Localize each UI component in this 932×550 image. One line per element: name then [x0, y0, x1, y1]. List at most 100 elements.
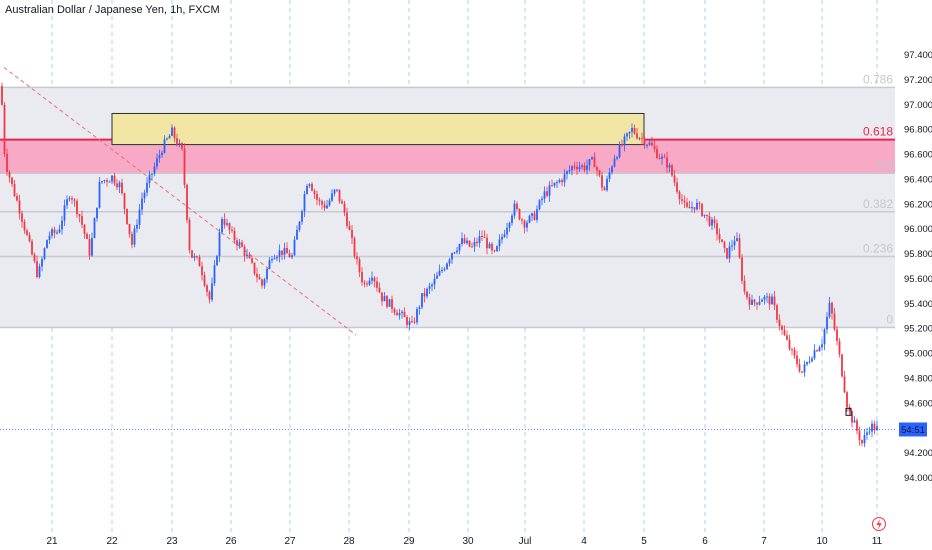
candle-body	[93, 218, 96, 239]
candle-body	[471, 246, 473, 248]
candle-body	[806, 362, 808, 365]
candle-body	[796, 355, 798, 365]
candle-body	[61, 220, 63, 230]
candle-body	[181, 143, 183, 149]
x-tick-label: 4	[581, 536, 587, 547]
candle-body	[586, 165, 588, 170]
candle-body	[423, 293, 426, 297]
y-tick-label: 97.400	[904, 50, 932, 61]
candle-body	[616, 157, 618, 159]
candle-body	[733, 240, 736, 246]
x-tick-label: 21	[46, 536, 58, 547]
candle-body	[601, 175, 603, 188]
candle-body	[283, 247, 286, 255]
candle-body	[228, 223, 231, 230]
candle-body	[363, 282, 366, 284]
fib-label: 0.786	[863, 72, 893, 86]
trend-line[interactable]	[3, 67, 357, 336]
candle-body	[368, 280, 371, 285]
candle-body	[441, 269, 443, 271]
candle-body	[708, 216, 711, 226]
candle-body	[403, 311, 406, 318]
candle-body	[636, 133, 638, 139]
supply-zone-box[interactable]	[111, 112, 645, 146]
candle-body	[236, 240, 238, 246]
candle-body	[286, 247, 288, 254]
candle-body	[56, 232, 58, 234]
candle-body	[593, 157, 596, 168]
candle-body	[626, 133, 628, 137]
trend-line-segment[interactable]	[3, 67, 357, 336]
candle-body	[648, 142, 651, 145]
candle-body	[421, 293, 423, 308]
candle-body	[853, 420, 856, 423]
signal-box	[845, 407, 852, 416]
y-axis[interactable]: 97.400 97.200 97.000 96.800 96.600 96.400 96.2…	[904, 50, 932, 484]
candle-body	[863, 434, 866, 444]
candle-body	[218, 232, 221, 257]
candle-body	[336, 189, 338, 191]
candle-body	[476, 241, 478, 244]
candle-body	[306, 185, 308, 195]
candle-body	[466, 240, 468, 244]
lightning-icon[interactable]	[872, 517, 886, 531]
candle-body	[41, 259, 43, 267]
y-tick-label: 97.000	[904, 100, 932, 111]
y-tick-label: 95.000	[904, 349, 932, 360]
candle-body	[433, 278, 436, 285]
candle-body	[558, 180, 561, 183]
candle-body	[318, 199, 321, 202]
candle-body	[786, 335, 788, 340]
candle-body	[158, 155, 161, 159]
candle-body	[681, 199, 683, 201]
candle-body	[338, 189, 341, 202]
candle-body	[521, 219, 523, 221]
candle-body	[171, 127, 173, 136]
candle-body	[873, 423, 876, 431]
candle-body	[151, 173, 153, 175]
candle-body	[213, 265, 216, 284]
candle-body	[591, 157, 593, 160]
candle-body	[483, 236, 486, 238]
x-axis[interactable]: 21 22 23 26 27 28 29 30 Jul 4 5 6 7 10 11	[46, 536, 882, 547]
candle-body	[253, 262, 256, 274]
candle-body	[746, 291, 748, 298]
candle-body	[831, 302, 833, 314]
candle-body	[826, 316, 828, 330]
candle-body	[303, 194, 306, 212]
candle-body	[841, 354, 843, 377]
candle-body	[756, 302, 758, 305]
candle-body	[178, 143, 181, 145]
y-tick-label: 96.600	[904, 150, 932, 161]
candle-body	[568, 170, 571, 172]
candle-body	[53, 229, 56, 234]
candle-body	[256, 273, 258, 278]
candle-body	[198, 257, 201, 267]
candle-body	[21, 213, 23, 222]
candle-body	[813, 350, 816, 359]
candle-body	[506, 227, 508, 235]
candle-body	[263, 279, 266, 286]
fib-retracement[interactable]: 0.786 0.618 0.5 0.382 0.236 0	[0, 72, 895, 329]
candle-body	[278, 250, 281, 257]
candle-body	[876, 426, 878, 431]
supply-zone[interactable]	[111, 112, 645, 146]
candle-body	[811, 358, 813, 362]
candle-body	[46, 239, 48, 249]
candle-body	[608, 172, 611, 179]
candle-body	[808, 361, 811, 363]
candle-body	[633, 127, 636, 134]
candle-body	[698, 202, 701, 205]
candle-body	[261, 279, 263, 286]
candle-body	[231, 229, 233, 231]
candle-body	[341, 201, 343, 204]
candle-body	[748, 297, 751, 305]
candle-body	[843, 376, 846, 393]
candle-body	[493, 250, 496, 252]
x-tick-label: 10	[816, 536, 828, 547]
candle-body	[248, 254, 251, 259]
candle-body	[438, 270, 441, 276]
candle-body	[448, 259, 451, 264]
candle-body	[453, 252, 456, 254]
